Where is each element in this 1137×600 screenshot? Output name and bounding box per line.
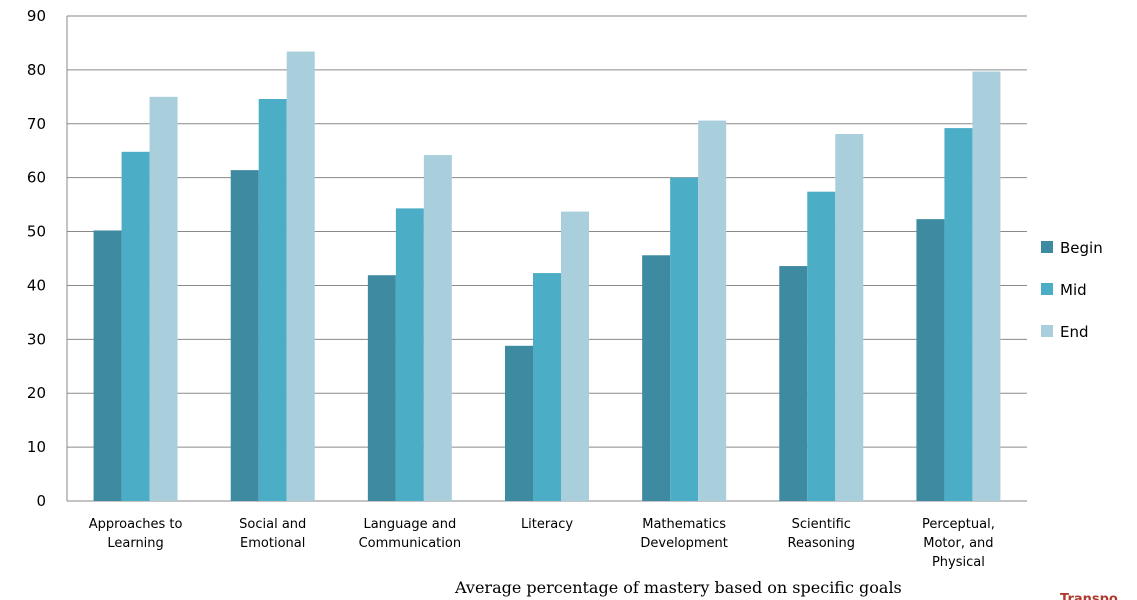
legend: Begin Mid End — [1041, 239, 1103, 341]
bar-mid — [258, 98, 287, 501]
y-tick-label: 70 — [27, 115, 46, 133]
bar-end — [286, 51, 315, 502]
y-tick-label: 0 — [36, 492, 46, 510]
corner-partial-text: Transpo — [1060, 592, 1118, 600]
x-category-label: Scientific Reasoning — [788, 517, 855, 551]
bar-begin — [505, 345, 533, 501]
x-category-label: Approaches to Learning — [89, 517, 183, 551]
bar-end — [835, 134, 864, 501]
bar-begin — [93, 230, 122, 501]
y-tick-label: 40 — [27, 276, 46, 294]
chart-caption: Average percentage of mastery based on s… — [454, 578, 902, 597]
bar-begin — [642, 255, 671, 501]
bar-end — [972, 71, 1001, 501]
bar-end — [561, 211, 589, 501]
bar-begin — [230, 170, 259, 501]
bar-begin — [916, 219, 945, 501]
x-category-label: Social and Emotional — [239, 517, 306, 551]
x-category-label: Perceptual, Motor, and Physical — [922, 517, 995, 570]
bar-end — [149, 96, 178, 501]
y-tick-label: 90 — [27, 7, 46, 25]
bar-begin — [779, 266, 808, 501]
bar-end — [423, 155, 452, 502]
x-category-label: Mathematics Development — [640, 517, 728, 551]
legend-swatch — [1041, 241, 1053, 253]
y-tick-label: 80 — [27, 61, 46, 79]
legend-label: End — [1060, 323, 1089, 341]
bar-begin — [367, 275, 396, 501]
bars — [93, 51, 1001, 502]
legend-swatch — [1041, 325, 1053, 337]
y-tick-label: 30 — [27, 330, 46, 348]
y-tick-label: 60 — [27, 169, 46, 187]
bar-mid — [395, 208, 424, 501]
x-category-label: Language and Communication — [359, 517, 461, 551]
y-tick-label: 20 — [27, 384, 46, 402]
bar-end — [698, 120, 727, 502]
y-axis-ticks: 0 10 20 30 40 50 60 70 80 90 — [27, 7, 46, 510]
bar-mid — [944, 128, 973, 502]
x-axis-categories: Approaches to Learning Social and Emotional… — [89, 517, 995, 570]
legend-swatch — [1041, 283, 1053, 295]
bar-mid — [807, 191, 836, 501]
bar-mid — [670, 177, 699, 501]
y-tick-label: 50 — [27, 223, 46, 241]
bar-mid — [121, 151, 150, 502]
legend-label: Begin — [1060, 239, 1103, 257]
x-category-label: Literacy — [521, 517, 573, 532]
bar-mid — [533, 273, 561, 501]
y-tick-label: 10 — [27, 438, 46, 456]
legend-label: Mid — [1060, 281, 1087, 299]
